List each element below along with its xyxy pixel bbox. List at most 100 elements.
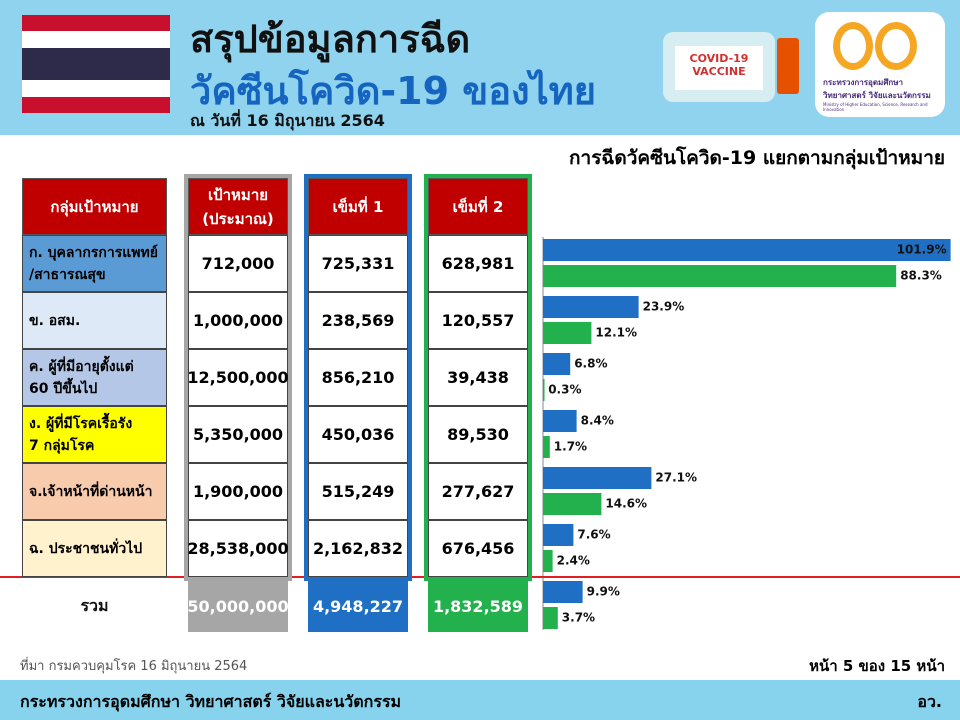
total-cell: 1,832,589 [428,580,528,632]
cell-text: 725,331 [321,254,395,273]
cell-text: 89,530 [447,425,509,444]
ministry-abbr: อว. [917,692,942,711]
cell-text: ค. ผู้ที่มีอายุตั้งแต่ [29,358,134,375]
cell-text: เป้าหมาย [207,185,269,204]
value-label: 101.9% [897,243,947,257]
total-cell: 4,948,227 [308,580,408,632]
number-cell: 856,210 [308,349,408,406]
number-cell: 515,249 [308,463,408,520]
column-frame [184,174,292,581]
ministry: กระทรวงการอุดมศึกษา วิทยาศาสตร์ วิจัยและ… [20,692,402,711]
cell-text: 4,948,227 [312,596,404,616]
group-cell: ฉ. ประชาชนทั่วไป [22,520,167,577]
cell-text: 28,538,000 [187,539,289,558]
number-cell: 712,000 [188,235,288,292]
cell-text: เข็มที่ 2 [452,197,504,216]
bar [543,322,592,344]
cell-text: กลุ่มเป้าหมาย [50,197,139,216]
cell-text: 238,569 [321,311,395,330]
bar [543,410,577,432]
header-cell: เป้าหมาย (ประมาณ) [188,178,288,235]
header-cell: เข็มที่ 2 [428,178,528,235]
number-cell: 238,569 [308,292,408,349]
number-cell: 1,000,000 [188,292,288,349]
bar [543,493,602,515]
cell-text: 60 ปีขึ้นไป [29,380,98,397]
page-number: หน้า 5 ของ 15 หน้า [809,657,945,675]
bar [543,239,951,261]
cell-text: เข็มที่ 1 [332,197,384,216]
number-cell: 725,331 [308,235,408,292]
cell-text: 676,456 [441,539,515,558]
cell-text: 856,210 [321,368,395,387]
number-cell: 628,981 [428,235,528,292]
number-cell: 12,500,000 [187,349,289,406]
bar [543,379,545,401]
value-label: 14.6% [605,497,647,511]
vaccine-label: COVID-19 [689,52,749,65]
bar [543,581,583,603]
cell-text: ข. อสม. [29,312,81,329]
cell-text: 5,350,000 [192,425,284,444]
column-frame [424,174,532,581]
value-label: 12.1% [595,326,637,340]
cell-text: ฉ. ประชาชนทั่วไป [29,540,143,557]
bottle-cap [777,38,799,94]
value-label: 2.4% [557,554,590,568]
cell-text: ก. บุคลากรการแพทย์ [29,244,158,261]
cell-text: 277,627 [441,482,515,501]
group-cell: ค. ผู้ที่มีอายุตั้งแต่ 60 ปีขึ้นไป [22,349,167,406]
column-frame [304,174,412,581]
total-cell: รวม [22,580,167,632]
cell-text: 2,162,832 [312,539,404,558]
total-cell: 50,000,000 [187,580,289,632]
cell-text: 1,832,589 [432,596,524,616]
value-label: 8.4% [581,414,614,428]
bar [543,265,897,287]
cell-text: จ.เจ้าหน้าที่ด่านหน้า [29,483,153,500]
value-label: 88.3% [900,269,942,283]
logo-subtext: Ministry of Higher Education, Science, R… [823,102,928,112]
number-cell: 1,900,000 [188,463,288,520]
value-label: 23.9% [643,300,685,314]
value-label: 3.7% [562,611,595,625]
bar [543,467,652,489]
cell-text: /สาธารณสุข [29,266,106,283]
number-cell: 39,438 [428,349,528,406]
value-label: 0.3% [548,383,581,397]
group-cell: ง. ผู้ที่มีโรคเรื้อรัง 7 กลุ่มโรค [22,406,167,463]
cell-text: รวม [80,595,109,615]
group-cell: ก. บุคลากรการแพทย์ /สาธารณสุข [22,235,167,292]
cell-text: (ประมาณ) [202,209,274,228]
bar [543,436,550,458]
number-cell: 120,557 [428,292,528,349]
group-cell: จ.เจ้าหน้าที่ด่านหน้า [22,463,167,520]
cell-text: 1,000,000 [192,311,284,330]
group-cell: ข. อสม. [22,292,167,349]
number-cell: 277,627 [428,463,528,520]
number-cell: 89,530 [428,406,528,463]
cell-text: 628,981 [441,254,515,273]
vaccine-bottle: COVID-19 VACCINE [663,32,775,102]
cell-text: 515,249 [321,482,395,501]
source: ที่มา กรมควบคุมโรค 16 มิถุนายน 2564 [20,659,248,674]
number-cell: 2,162,832 [308,520,408,577]
value-label: 27.1% [655,471,697,485]
number-cell: 676,456 [428,520,528,577]
logo-text: วิทยาศาสตร์ วิจัยและนวัตกรรม [823,91,931,100]
number-cell: 5,350,000 [188,406,288,463]
header-cell: เข็มที่ 1 [308,178,408,235]
bar [543,524,574,546]
cell-text: 712,000 [201,254,275,273]
value-label: 9.9% [587,585,620,599]
cell-text: 450,036 [321,425,395,444]
title-line: วัคซีนโควิด-19 ของไทย [190,69,597,113]
cell-text: ง. ผู้ที่มีโรคเรื้อรัง [29,415,133,432]
number-cell: 28,538,000 [187,520,289,577]
cell-text: 50,000,000 [187,596,289,616]
bar [543,607,558,629]
subtitle: การฉีดวัคซีนโควิด-19 แยกตามกลุ่มเป้าหมาย [569,147,945,169]
logo-text: กระทรวงการอุดมศึกษา [823,78,903,87]
